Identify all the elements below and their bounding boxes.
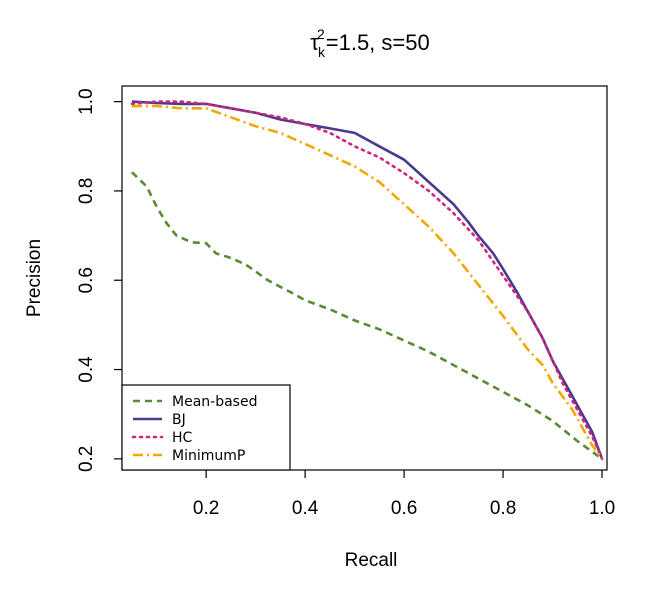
y-tick-label: 0.4	[76, 356, 97, 383]
y-tick-label: 0.6	[76, 267, 97, 293]
series-line-minimump	[131, 104, 604, 460]
legend-label: HC	[172, 430, 193, 446]
legend-item-bj: BJ	[133, 412, 186, 428]
legend-label: MinimumP	[172, 448, 245, 464]
y-tick-label: 0.8	[76, 178, 97, 204]
x-tick-label: 0.8	[490, 498, 516, 519]
legend-item-hc: HC	[131, 430, 193, 446]
x-tick-label: 0.6	[391, 498, 417, 519]
x-axis-label: Recall	[345, 550, 398, 571]
legend-label: Mean-based	[172, 394, 257, 410]
y-tick-label: 1.0	[76, 88, 97, 114]
x-axis: 0.2 0.4 0.6 0.8 1.0	[193, 470, 615, 519]
title-subscript: k	[318, 44, 326, 60]
legend-item-minimump: MinimumP	[133, 448, 245, 464]
y-tick-label: 0.2	[76, 446, 97, 472]
x-tick-label: 1.0	[589, 498, 615, 519]
x-tick-label: 0.4	[292, 498, 319, 519]
y-axis: 0.2 0.4 0.6 0.8 1.0	[76, 88, 122, 472]
legend-label: BJ	[172, 412, 186, 428]
x-tick-label: 0.2	[193, 498, 219, 519]
series-line-hc	[130, 100, 604, 461]
legend: Mean-based BJ HC MinimumP	[121, 384, 291, 471]
plot-frame	[121, 85, 608, 471]
legend-box	[121, 384, 291, 471]
title-superscript: 2	[317, 26, 325, 42]
series-line-mean-based	[130, 171, 603, 460]
y-axis-label: Precision	[24, 239, 45, 317]
title-rest: =1.5, s=50	[326, 30, 430, 55]
legend-item-mean-based: Mean-based	[133, 394, 257, 410]
chart-title: τk2=1.5, s=50	[310, 26, 429, 60]
series-group	[130, 100, 604, 461]
